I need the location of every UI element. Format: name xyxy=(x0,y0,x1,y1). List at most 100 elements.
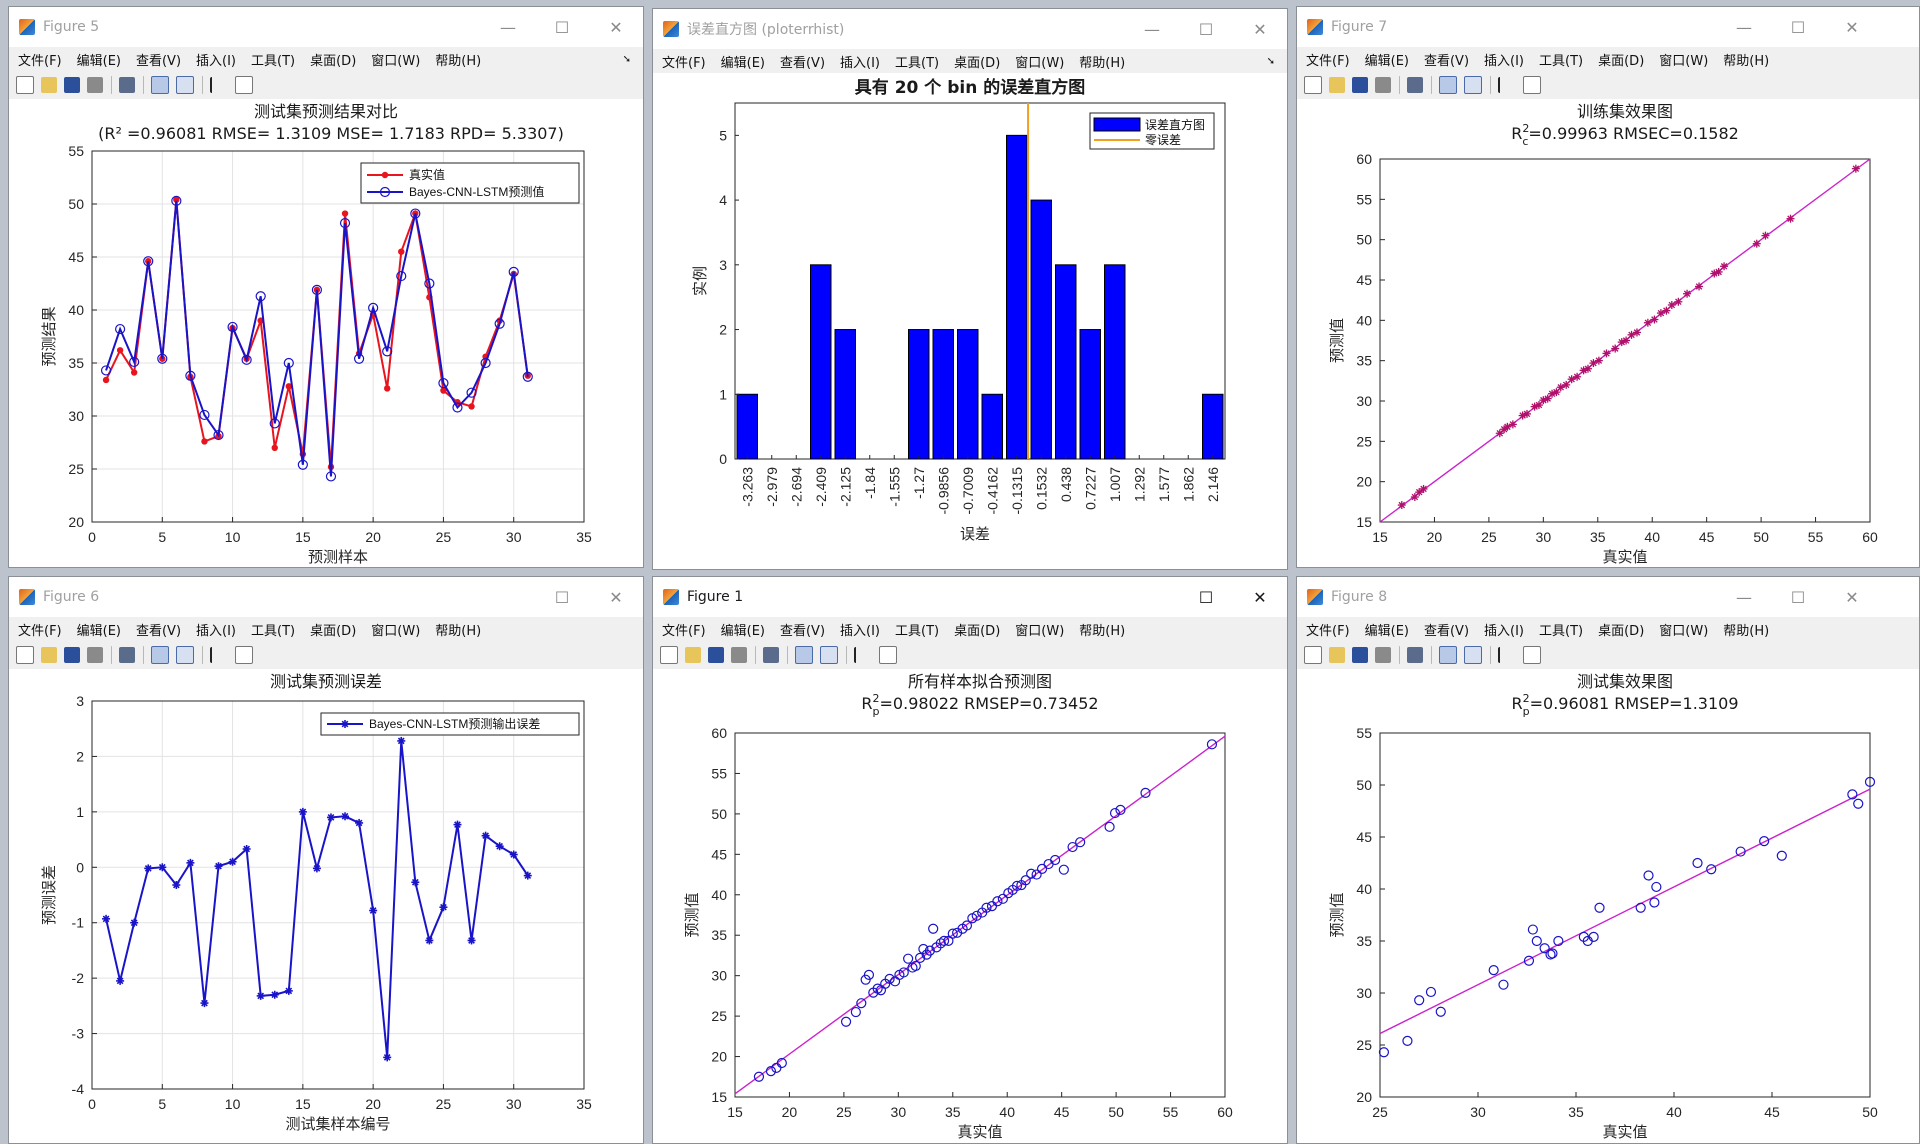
print-icon[interactable] xyxy=(731,647,747,663)
pointer-icon[interactable] xyxy=(210,647,228,663)
menu-view[interactable]: 查看(V) xyxy=(135,623,182,639)
menu-window[interactable]: 窗口(W) xyxy=(371,53,421,69)
close-button[interactable]: ✕ xyxy=(1253,19,1267,39)
property-inspector-icon[interactable] xyxy=(235,76,253,94)
legend-icon[interactable] xyxy=(176,76,194,94)
property-inspector-icon[interactable] xyxy=(1523,76,1541,94)
menu-file[interactable]: 文件(F) xyxy=(1306,623,1350,639)
menu-edit[interactable]: 编辑(E) xyxy=(1364,623,1409,639)
menu-insert[interactable]: 插入(I) xyxy=(1484,53,1525,69)
menu-desktop[interactable]: 桌面(D) xyxy=(1598,53,1645,69)
save-icon[interactable] xyxy=(64,77,80,93)
save-icon[interactable] xyxy=(1352,77,1368,93)
property-inspector-icon[interactable] xyxy=(235,646,253,664)
colorbar-icon[interactable] xyxy=(1439,76,1457,94)
save-icon[interactable] xyxy=(1352,647,1368,663)
link-plot-icon[interactable] xyxy=(1407,647,1423,663)
menu-file[interactable]: 文件(F) xyxy=(18,53,62,69)
open-file-icon[interactable] xyxy=(41,77,57,93)
print-icon[interactable] xyxy=(87,77,103,93)
menu-window[interactable]: 窗口(W) xyxy=(1659,53,1709,69)
menu-view[interactable]: 查看(V) xyxy=(135,53,182,69)
menu-tools[interactable]: 工具(T) xyxy=(1539,623,1584,639)
legend-icon[interactable] xyxy=(820,646,838,664)
menu-tools[interactable]: 工具(T) xyxy=(895,55,940,71)
menu-edit[interactable]: 编辑(E) xyxy=(76,623,121,639)
link-plot-icon[interactable] xyxy=(119,77,135,93)
close-button[interactable]: ✕ xyxy=(1845,587,1859,607)
menu-edit[interactable]: 编辑(E) xyxy=(76,53,121,69)
colorbar-icon[interactable] xyxy=(151,76,169,94)
maximize-button[interactable]: ☐ xyxy=(554,587,570,607)
menu-edit[interactable]: 编辑(E) xyxy=(720,55,765,71)
menu-tools[interactable]: 工具(T) xyxy=(1539,53,1584,69)
print-icon[interactable] xyxy=(1375,647,1391,663)
menu-view[interactable]: 查看(V) xyxy=(1423,623,1470,639)
open-file-icon[interactable] xyxy=(1329,647,1345,663)
menu-desktop[interactable]: 桌面(D) xyxy=(310,53,357,69)
maximize-button[interactable]: ☐ xyxy=(554,17,570,37)
title-bar[interactable]: Figure 1 ☐ ✕ xyxy=(653,577,1287,617)
menu-window[interactable]: 窗口(W) xyxy=(1659,623,1709,639)
open-file-icon[interactable] xyxy=(41,647,57,663)
property-inspector-icon[interactable] xyxy=(879,646,897,664)
menu-view[interactable]: 查看(V) xyxy=(1423,53,1470,69)
title-bar[interactable]: Figure 8 — ☐ ✕ xyxy=(1297,577,1919,617)
title-bar[interactable]: Figure 6 ☐ ✕ xyxy=(9,577,643,617)
minimize-button[interactable]: — xyxy=(1144,19,1160,39)
menu-help[interactable]: 帮助(H) xyxy=(1723,623,1770,639)
link-plot-icon[interactable] xyxy=(119,647,135,663)
menu-tools[interactable]: 工具(T) xyxy=(895,623,940,639)
menu-help[interactable]: 帮助(H) xyxy=(1079,55,1126,71)
pointer-icon[interactable] xyxy=(854,647,872,663)
menu-tools[interactable]: 工具(T) xyxy=(251,53,296,69)
print-icon[interactable] xyxy=(87,647,103,663)
menu-insert[interactable]: 插入(I) xyxy=(840,623,881,639)
link-plot-icon[interactable] xyxy=(763,647,779,663)
pointer-icon[interactable] xyxy=(210,77,228,93)
new-figure-icon[interactable] xyxy=(1304,76,1322,94)
menu-help[interactable]: 帮助(H) xyxy=(1079,623,1126,639)
menu-help[interactable]: 帮助(H) xyxy=(1723,53,1770,69)
menu-tools[interactable]: 工具(T) xyxy=(251,623,296,639)
open-file-icon[interactable] xyxy=(685,647,701,663)
menu-edit[interactable]: 编辑(E) xyxy=(1364,53,1409,69)
minimize-button[interactable]: — xyxy=(500,17,516,37)
save-icon[interactable] xyxy=(64,647,80,663)
menu-insert[interactable]: 插入(I) xyxy=(196,623,237,639)
legend-icon[interactable] xyxy=(176,646,194,664)
error-histogram-window[interactable]: 误差直方图 (ploterrhist) — ☐ ✕ 文件(F) 编辑(E) 查看… xyxy=(652,8,1288,570)
menu-edit[interactable]: 编辑(E) xyxy=(720,623,765,639)
menu-desktop[interactable]: 桌面(D) xyxy=(1598,623,1645,639)
new-figure-icon[interactable] xyxy=(16,646,34,664)
menu-file[interactable]: 文件(F) xyxy=(662,623,706,639)
property-inspector-icon[interactable] xyxy=(1523,646,1541,664)
print-icon[interactable] xyxy=(1375,77,1391,93)
figure-1-window[interactable]: Figure 1 ☐ ✕ 文件(F) 编辑(E) 查看(V) 插入(I) 工具(… xyxy=(652,576,1288,1144)
maximize-button[interactable]: ☐ xyxy=(1790,587,1806,607)
menu-desktop[interactable]: 桌面(D) xyxy=(954,623,1001,639)
close-button[interactable]: ✕ xyxy=(609,587,623,607)
maximize-button[interactable]: ☐ xyxy=(1790,17,1806,37)
menu-view[interactable]: 查看(V) xyxy=(779,55,826,71)
title-bar[interactable]: 误差直方图 (ploterrhist) — ☐ ✕ xyxy=(653,9,1287,49)
legend-icon[interactable] xyxy=(1464,646,1482,664)
new-figure-icon[interactable] xyxy=(16,76,34,94)
legend-icon[interactable] xyxy=(1464,76,1482,94)
save-icon[interactable] xyxy=(708,647,724,663)
title-bar[interactable]: Figure 7 — ☐ ✕ xyxy=(1297,7,1919,47)
menu-insert[interactable]: 插入(I) xyxy=(196,53,237,69)
open-file-icon[interactable] xyxy=(1329,77,1345,93)
figure-6-window[interactable]: Figure 6 ☐ ✕ 文件(F) 编辑(E) 查看(V) 插入(I) 工具(… xyxy=(8,576,644,1144)
minimize-button[interactable]: — xyxy=(1736,587,1752,607)
menu-overflow-icon[interactable]: ➘ xyxy=(1266,55,1275,67)
maximize-button[interactable]: ☐ xyxy=(1198,587,1214,607)
close-button[interactable]: ✕ xyxy=(609,17,623,37)
new-figure-icon[interactable] xyxy=(660,646,678,664)
figure-8-window[interactable]: Figure 8 — ☐ ✕ 文件(F) 编辑(E) 查看(V) 插入(I) 工… xyxy=(1296,576,1920,1144)
new-figure-icon[interactable] xyxy=(1304,646,1322,664)
close-button[interactable]: ✕ xyxy=(1845,17,1859,37)
menu-desktop[interactable]: 桌面(D) xyxy=(310,623,357,639)
pointer-icon[interactable] xyxy=(1498,647,1516,663)
title-bar[interactable]: Figure 5 — ☐ ✕ xyxy=(9,7,643,47)
